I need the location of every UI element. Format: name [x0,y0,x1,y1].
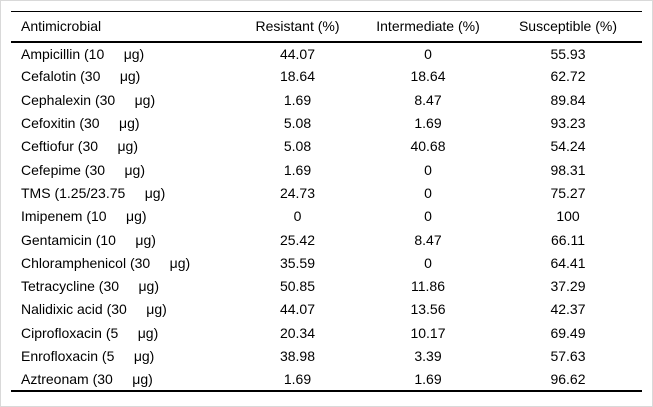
intermediate-cell: 11.86 [411,278,445,295]
resistant-cell: 0 [293,208,302,225]
susceptible-cell: 100 [556,208,580,225]
intermediate-cell: 8.47 [414,231,442,248]
table-row: Ciprofloxacin (5 μg) 20.34 10.17 69.49 [11,321,642,344]
intermediate-cell: 0 [424,161,432,178]
table-row: Cefepime (30 μg) 1.69 0 98.31 [11,158,642,181]
table-row: Cefalotin (30 μg) 18.64 18.64 62.72 [11,65,642,88]
antimicrobial-cell: Cephalexin (30 μg) [21,91,156,108]
intermediate-cell: 13.56 [410,301,446,318]
intermediate-cell: 40.68 [410,138,446,155]
col-header-resistant: Resistant (%) [255,18,340,35]
antimicrobial-cell: Ampicillin (10 μg) [21,45,145,62]
susceptible-cell: 89.84 [550,91,586,108]
table-row: Chloramphenicol (30 μg) 35.59 0 64.41 [11,251,642,274]
resistant-cell: 44.07 [279,45,316,62]
table-row: Tetracycline (30 μg) 50.85 11.86 37.29 [11,274,642,297]
resistant-cell: 1.69 [283,161,312,178]
intermediate-cell: 8.47 [414,91,442,108]
table-row: Ampicillin (10 μg) 44.07 0 55.93 [11,42,642,65]
antimicrobial-cell: Ceftiofur (30 μg) [21,138,138,155]
resistant-cell: 1.69 [283,370,312,387]
resistant-cell: 20.34 [279,324,316,341]
susceptible-cell: 96.62 [550,370,586,387]
table-row: Cefoxitin (30 μg) 5.08 1.69 93.23 [11,111,642,134]
table-row: Nalidixic acid (30 μg) 44.07 13.56 42.37 [11,298,642,321]
antimicrobial-susceptibility-table: Antimicrobial Resistant (%) Intermediate… [11,11,642,392]
resistant-cell: 5.08 [283,138,312,155]
antimicrobial-cell: Tetracycline (30 μg) [21,278,160,295]
susceptible-cell: 69.49 [550,324,586,341]
intermediate-cell: 0 [424,184,432,201]
antimicrobial-cell: Imipenem (10 μg) [21,208,147,225]
antimicrobial-cell: Nalidixic acid (30 μg) [21,301,167,318]
susceptible-cell: 98.31 [550,161,586,178]
antimicrobial-cell: Cefepime (30 μg) [21,161,146,178]
antimicrobial-cell: Cefalotin (30 μg) [21,68,141,85]
susceptible-cell: 37.29 [550,278,586,295]
resistant-cell: 5.08 [283,115,312,132]
table-row: TMS (1.25/23.75 μg) 24.73 0 75.27 [11,181,642,204]
resistant-cell: 35.59 [279,254,316,271]
intermediate-cell: 0 [424,254,432,271]
susceptible-cell: 42.37 [550,301,586,318]
table-row: Cephalexin (30 μg) 1.69 8.47 89.84 [11,88,642,111]
antimicrobial-cell: TMS (1.25/23.75 μg) [21,184,166,201]
table-row: Imipenem (10 μg) 0 0 100 [11,205,642,228]
intermediate-cell: 10.17 [410,324,446,341]
resistant-cell: 1.69 [283,91,312,108]
susceptible-cell: 93.23 [550,115,586,132]
col-header-susceptible: Susceptible (%) [518,18,618,35]
intermediate-cell: 18.64 [410,68,446,85]
susceptible-cell: 57.63 [550,348,586,364]
resistant-cell: 44.07 [279,301,316,318]
intermediate-cell: 1.69 [414,370,442,387]
header-row: Antimicrobial Resistant (%) Intermediate… [11,11,642,42]
intermediate-cell: 3.39 [414,348,442,364]
susceptible-cell: 66.11 [551,231,585,248]
resistant-cell: 24.73 [279,184,316,201]
susceptible-cell: 64.41 [550,254,586,271]
resistant-cell: 18.64 [279,68,316,85]
intermediate-cell: 1.69 [414,115,442,132]
intermediate-cell: 0 [424,208,432,225]
susceptible-cell: 75.27 [550,184,586,201]
table-body: Ampicillin (10 μg) 44.07 0 55.93 Cefalotin (… [11,42,642,391]
antimicrobial-cell: Gentamicin (10 μg) [21,231,156,248]
susceptible-cell: 55.93 [550,45,586,62]
resistant-cell: 25.42 [279,231,316,248]
table-row: Gentamicin (10 μg) 25.42 8.47 66.11 [11,228,642,251]
susceptible-cell: 62.72 [550,68,586,85]
antimicrobial-cell: Cefoxitin (30 μg) [21,115,140,132]
antimicrobial-cell: Aztreonam (30 μg) [21,370,153,387]
intermediate-cell: 0 [424,45,432,62]
table-row: Enrofloxacin (5 μg) 38.98 3.39 57.63 [11,344,642,367]
antimicrobial-cell: Chloramphenicol (30 μg) [21,254,191,271]
table-row: Aztreonam (30 μg) 1.69 1.69 96.62 [11,368,642,391]
col-header-intermediate: Intermediate (%) [376,18,480,35]
susceptible-cell: 54.24 [550,138,586,155]
antimicrobial-cell: Enrofloxacin (5 μg) [21,348,155,364]
resistant-cell: 50.85 [279,278,316,295]
table-row: Ceftiofur (30 μg) 5.08 40.68 54.24 [11,135,642,158]
resistant-cell: 38.98 [279,348,316,364]
col-header-antimicrobial: Antimicrobial [21,18,102,35]
antimicrobial-cell: Ciprofloxacin (5 μg) [21,324,159,341]
